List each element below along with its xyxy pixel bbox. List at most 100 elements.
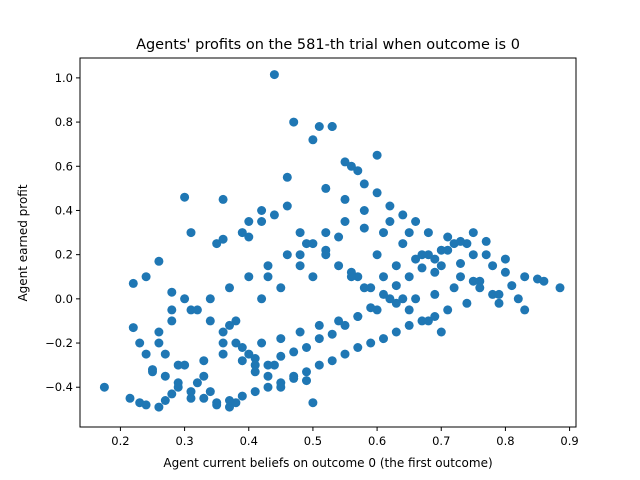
data-point — [430, 254, 440, 264]
data-point — [507, 281, 517, 291]
data-point — [308, 398, 318, 408]
data-point — [199, 356, 209, 366]
data-point — [321, 228, 331, 238]
data-point — [269, 210, 279, 220]
data-point — [218, 349, 228, 359]
data-point — [340, 157, 350, 167]
data-point — [391, 327, 401, 337]
data-point — [314, 360, 324, 370]
y-tick-label: 1.0 — [55, 71, 73, 85]
data-point — [314, 334, 324, 344]
data-point — [244, 272, 254, 282]
data-point — [513, 294, 523, 304]
data-point — [488, 289, 498, 299]
data-point — [494, 298, 504, 308]
data-point — [141, 272, 151, 282]
data-point — [500, 254, 510, 264]
x-tick-label: 0.6 — [368, 434, 386, 448]
data-point — [186, 305, 196, 315]
data-point — [340, 349, 350, 359]
data-point — [218, 338, 228, 348]
data-point — [289, 373, 299, 383]
data-point — [314, 122, 324, 131]
data-point — [218, 327, 228, 337]
data-point — [327, 329, 337, 339]
data-point — [205, 387, 215, 397]
data-point — [372, 150, 382, 160]
data-point — [276, 283, 286, 293]
data-point — [135, 338, 145, 348]
data-point — [346, 161, 356, 171]
data-point — [141, 400, 151, 410]
data-point — [263, 360, 273, 370]
data-point — [257, 206, 267, 215]
data-point — [327, 356, 337, 366]
data-point — [404, 228, 414, 238]
data-point — [334, 316, 344, 326]
data-point — [404, 320, 414, 330]
data-point — [237, 356, 247, 366]
data-point — [173, 360, 183, 370]
data-point — [340, 194, 350, 204]
data-point — [436, 261, 446, 271]
data-point — [250, 354, 260, 363]
data-point — [212, 398, 222, 408]
data-point — [295, 228, 305, 238]
data-point — [205, 294, 215, 304]
data-point — [314, 320, 324, 330]
data-point — [462, 298, 472, 308]
data-point — [520, 305, 530, 315]
data-point — [218, 194, 228, 204]
data-point — [199, 371, 209, 381]
y-tick-label: 0.4 — [55, 203, 73, 217]
data-point — [160, 349, 170, 359]
data-point — [398, 239, 408, 249]
data-point — [468, 250, 478, 260]
data-point — [99, 382, 109, 392]
data-point — [417, 250, 427, 260]
data-point — [180, 360, 190, 370]
data-point — [276, 351, 286, 361]
data-point — [295, 261, 305, 271]
data-point — [302, 367, 311, 377]
data-point — [148, 365, 157, 375]
data-point — [250, 360, 260, 370]
data-point — [436, 245, 446, 255]
x-tick-label: 0.3 — [175, 434, 193, 448]
data-point — [533, 274, 542, 284]
x-axis-label: Agent current beliefs on outcome 0 (the … — [163, 456, 492, 470]
data-point — [282, 201, 292, 211]
data-point — [192, 305, 202, 315]
data-point — [353, 343, 363, 352]
data-point — [430, 267, 440, 277]
data-point — [218, 234, 228, 244]
data-point — [289, 347, 299, 357]
data-point — [488, 261, 498, 271]
data-point — [212, 239, 222, 249]
data-point — [186, 393, 196, 403]
data-point — [308, 272, 318, 282]
data-point — [321, 250, 331, 260]
data-point — [192, 378, 202, 388]
data-point — [423, 250, 433, 260]
data-point — [411, 254, 421, 264]
data-point — [302, 343, 311, 352]
data-point — [327, 122, 337, 131]
y-tick-label: 0.2 — [55, 248, 73, 262]
data-point — [282, 172, 292, 182]
data-point — [295, 327, 305, 337]
data-point — [359, 206, 369, 215]
data-point — [391, 298, 401, 308]
x-tick-label: 0.5 — [304, 434, 322, 448]
data-point — [167, 316, 177, 326]
data-point — [154, 256, 164, 266]
y-tick-label: 0.8 — [55, 115, 73, 129]
data-point — [436, 327, 446, 337]
data-point — [385, 217, 395, 226]
data-point — [167, 287, 177, 297]
data-point — [180, 192, 190, 202]
data-point — [359, 223, 369, 233]
data-point — [250, 387, 260, 397]
